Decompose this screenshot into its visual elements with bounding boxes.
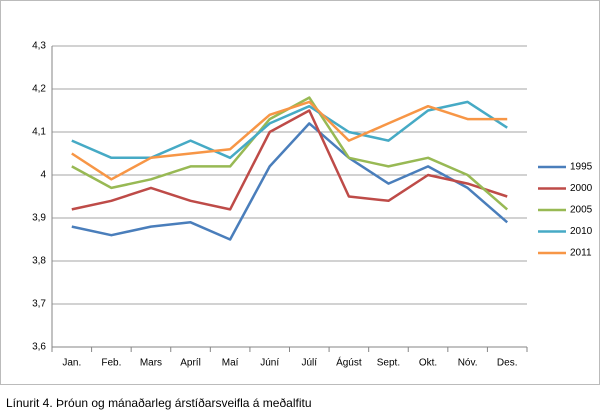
y-tick-label: 4: [40, 170, 46, 181]
x-tick-label: Nóv.: [458, 358, 478, 369]
legend-label: 2011: [570, 248, 592, 259]
x-tick-label: Júní: [260, 358, 279, 369]
x-tick-label: Jan.: [62, 358, 81, 369]
y-tick-label: 4,2: [32, 84, 46, 95]
x-tick-label: Okt.: [419, 358, 437, 369]
series-line: [71, 109, 508, 211]
y-tick-label: 3,8: [32, 256, 46, 267]
y-tick-label: 3,6: [32, 342, 46, 353]
y-tick-label: 3,9: [32, 213, 46, 224]
x-tick-label: Ágúst: [336, 356, 362, 369]
x-tick-label: Des.: [497, 358, 518, 369]
x-tick-label: Maí: [222, 358, 239, 369]
chart-frame: [0, 0, 600, 385]
legend-label: 2010: [570, 226, 593, 237]
legend-label: 2005: [570, 205, 593, 216]
x-tick-label: Sept.: [377, 358, 400, 369]
y-tick-label: 4,3: [32, 41, 46, 52]
series-line: [71, 122, 509, 241]
caption: Línurit 4. Þróun og mánaðarleg árstíðars…: [6, 396, 312, 410]
legend-label: 2000: [570, 183, 593, 194]
legend-label: 1995: [570, 162, 593, 173]
x-tick-label: Apríl: [180, 358, 201, 369]
y-tick-label: 3,7: [32, 299, 46, 310]
series-line: [71, 100, 508, 181]
y-tick-label: 4,1: [32, 127, 46, 138]
x-tick-label: Júlí: [302, 358, 318, 369]
x-tick-label: Feb.: [101, 358, 121, 369]
x-tick-label: Mars: [140, 358, 162, 369]
